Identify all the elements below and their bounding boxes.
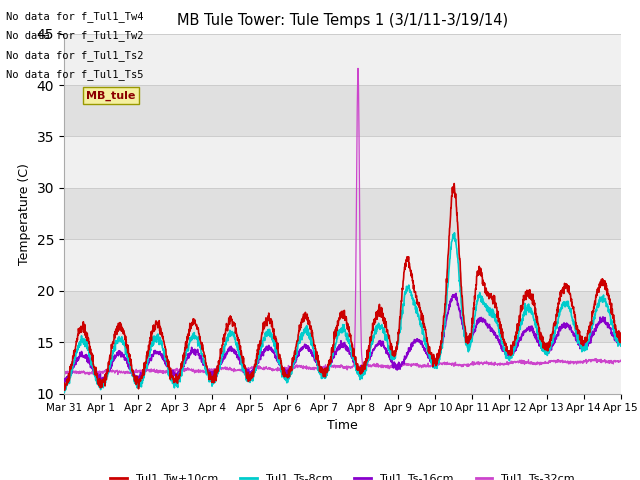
Tul1_Ts-32cm	[60, 370, 68, 376]
Line: Tul1_Ts-16cm: Tul1_Ts-16cm	[64, 293, 621, 383]
Tul1_Tw+10cm	[60, 380, 68, 386]
Tul1_Ts-32cm	[371, 362, 379, 368]
Line: Tul1_Tw+10cm: Tul1_Tw+10cm	[64, 183, 621, 390]
Text: No data for f_Tul1_Tw2: No data for f_Tul1_Tw2	[6, 30, 144, 41]
Tul1_Ts-32cm	[505, 360, 513, 366]
Bar	[64, 85, 621, 136]
Tul1_Ts-8cm	[371, 327, 379, 333]
Tul1_Ts-16cm	[452, 290, 460, 296]
Tul1_Ts-8cm	[584, 340, 591, 346]
Line: Tul1_Ts-8cm: Tul1_Ts-8cm	[64, 233, 621, 393]
Tul1_Ts-8cm	[216, 363, 223, 369]
Bar	[64, 240, 621, 291]
Tul1_Ts-16cm	[60, 378, 68, 384]
Tul1_Ts-8cm	[60, 384, 68, 390]
Tul1_Tw+10cm	[568, 300, 576, 305]
Tul1_Tw+10cm	[505, 350, 513, 356]
Tul1_Ts-32cm	[617, 358, 625, 363]
Tul1_Tw+10cm	[617, 335, 625, 340]
Text: MB_tule: MB_tule	[86, 90, 136, 101]
Tul1_Ts-16cm	[371, 345, 379, 351]
Title: MB Tule Tower: Tule Temps 1 (3/1/11-3/19/14): MB Tule Tower: Tule Temps 1 (3/1/11-3/19…	[177, 13, 508, 28]
Tul1_Tw+10cm	[371, 318, 379, 324]
Tul1_Tw+10cm	[451, 180, 458, 186]
Y-axis label: Temperature (C): Temperature (C)	[18, 163, 31, 264]
Tul1_Ts-32cm	[85, 372, 93, 378]
Tul1_Ts-32cm	[568, 360, 576, 365]
Tul1_Ts-16cm	[617, 340, 625, 346]
Tul1_Ts-8cm	[617, 343, 625, 349]
Tul1_Ts-16cm	[216, 362, 223, 368]
Tul1_Ts-32cm	[584, 358, 591, 364]
Tul1_Ts-8cm	[505, 354, 513, 360]
Bar	[64, 291, 621, 342]
Bar	[64, 188, 621, 240]
Legend: Tul1_Tw+10cm, Tul1_Ts-8cm, Tul1_Ts-16cm, Tul1_Ts-32cm: Tul1_Tw+10cm, Tul1_Ts-8cm, Tul1_Ts-16cm,…	[106, 469, 579, 480]
Tul1_Ts-8cm	[60, 390, 68, 396]
Tul1_Ts-8cm	[451, 230, 458, 236]
Tul1_Tw+10cm	[61, 387, 68, 393]
Bar	[64, 34, 621, 85]
Text: No data for f_Tul1_Tw4: No data for f_Tul1_Tw4	[6, 11, 144, 22]
Tul1_Ts-8cm	[568, 315, 576, 321]
Tul1_Ts-8cm	[359, 365, 367, 371]
Tul1_Tw+10cm	[584, 330, 591, 336]
Bar	[64, 136, 621, 188]
Tul1_Ts-16cm	[584, 344, 591, 349]
Tul1_Ts-32cm	[216, 366, 223, 372]
Line: Tul1_Ts-32cm: Tul1_Ts-32cm	[64, 68, 621, 375]
Tul1_Ts-16cm	[568, 329, 576, 335]
Tul1_Ts-16cm	[505, 353, 513, 359]
X-axis label: Time: Time	[327, 419, 358, 432]
Bar	[64, 342, 621, 394]
Tul1_Ts-16cm	[61, 380, 68, 386]
Tul1_Ts-32cm	[354, 65, 362, 71]
Text: No data for f_Tul1_Ts5: No data for f_Tul1_Ts5	[6, 69, 144, 80]
Tul1_Tw+10cm	[216, 359, 223, 364]
Tul1_Ts-32cm	[359, 362, 367, 368]
Text: No data for f_Tul1_Ts2: No data for f_Tul1_Ts2	[6, 49, 144, 60]
Tul1_Ts-16cm	[359, 367, 367, 373]
Tul1_Tw+10cm	[359, 364, 367, 370]
